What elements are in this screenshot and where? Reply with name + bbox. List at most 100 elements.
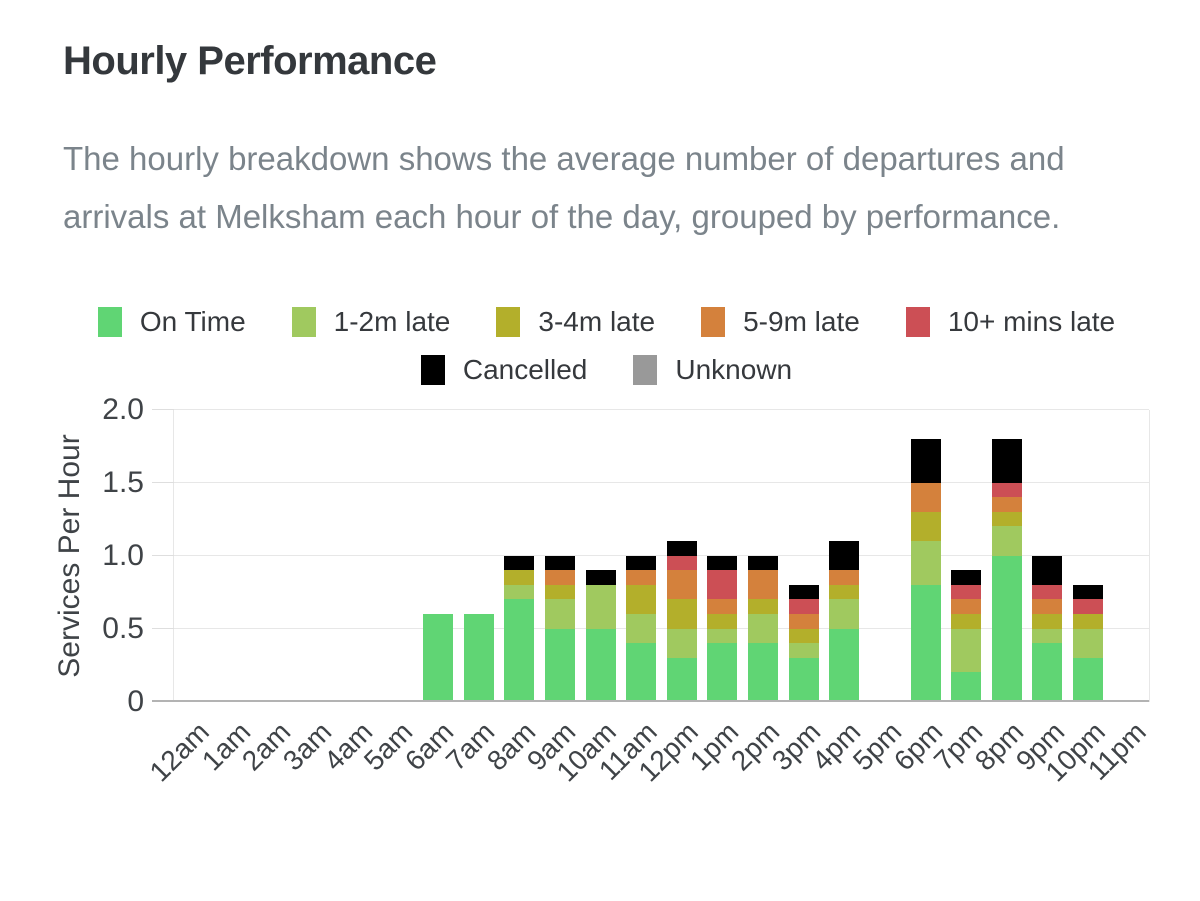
bar-segment-3pm-5-9m-late[interactable] (788, 613, 819, 629)
bar-segment-10pm-on-time[interactable] (1073, 657, 1104, 702)
bar-segment-8pm-cancelled[interactable] (991, 438, 1022, 483)
legend-item-5-9m-late[interactable]: 5-9m late (701, 306, 860, 338)
bar-segment-10pm-cancelled[interactable] (1073, 584, 1104, 600)
bar-segment-9pm-1-2m-late[interactable] (1032, 628, 1063, 644)
legend-item-3-4m-late[interactable]: 3-4m late (496, 306, 655, 338)
legend-item-unknown[interactable]: Unknown (633, 354, 792, 386)
bar-segment-10am-cancelled[interactable] (585, 570, 616, 585)
bar-segment-3pm-10-mins-late[interactable] (788, 599, 819, 614)
bar-4pm[interactable] (829, 410, 860, 702)
bar-segment-8am-on-time[interactable] (504, 599, 535, 702)
legend-item-cancelled[interactable]: Cancelled (420, 354, 587, 386)
bar-segment-3pm-3-4m-late[interactable] (788, 628, 819, 644)
bar-segment-2pm-on-time[interactable] (748, 643, 779, 702)
bar-3am[interactable] (301, 410, 331, 702)
legend-item-1-2m-late[interactable]: 1-2m late (291, 306, 450, 338)
bar-segment-10pm-1-2m-late[interactable] (1073, 628, 1104, 658)
bar-segment-1pm-on-time[interactable] (707, 643, 738, 702)
bar-segment-10am-on-time[interactable] (585, 628, 616, 702)
bar-segment-4pm-5-9m-late[interactable] (829, 570, 860, 585)
bar-segment-12pm-1-2m-late[interactable] (666, 628, 697, 658)
bar-7am[interactable] (463, 410, 494, 702)
bar-segment-8pm-5-9m-late[interactable] (991, 497, 1022, 512)
bar-9pm[interactable] (1032, 410, 1063, 702)
bar-segment-8am-1-2m-late[interactable] (504, 584, 535, 600)
bar-segment-3pm-1-2m-late[interactable] (788, 643, 819, 658)
bar-segment-8am-3-4m-late[interactable] (504, 570, 535, 585)
bar-segment-8pm-3-4m-late[interactable] (991, 511, 1022, 527)
bar-1pm[interactable] (707, 410, 738, 702)
bar-2am[interactable] (261, 410, 291, 702)
bar-segment-8am-cancelled[interactable] (504, 555, 535, 571)
bar-segment-12pm-cancelled[interactable] (666, 540, 697, 556)
bar-11am[interactable] (626, 410, 657, 702)
bar-6am[interactable] (423, 410, 454, 702)
bar-segment-7pm-cancelled[interactable] (951, 570, 982, 585)
bar-segment-4pm-1-2m-late[interactable] (829, 599, 860, 629)
bar-segment-11am-cancelled[interactable] (626, 555, 657, 571)
bar-segment-12pm-10-mins-late[interactable] (666, 555, 697, 571)
bar-segment-11am-5-9m-late[interactable] (626, 570, 657, 585)
bar-4am[interactable] (342, 410, 372, 702)
bar-segment-7pm-on-time[interactable] (951, 672, 982, 702)
bar-9am[interactable] (544, 410, 575, 702)
bar-segment-1pm-3-4m-late[interactable] (707, 613, 738, 629)
bar-segment-2pm-1-2m-late[interactable] (748, 613, 779, 644)
bar-3pm[interactable] (788, 410, 819, 702)
bar-segment-9pm-10-mins-late[interactable] (1032, 584, 1063, 600)
legend-item-10-mins-late[interactable]: 10+ mins late (905, 306, 1115, 338)
bar-segment-7am-on-time[interactable] (463, 613, 494, 702)
bar-segment-10pm-10-mins-late[interactable] (1073, 599, 1104, 614)
bar-segment-8pm-10-mins-late[interactable] (991, 482, 1022, 498)
bar-segment-9pm-on-time[interactable] (1032, 643, 1063, 702)
bar-8pm[interactable] (991, 410, 1022, 702)
bar-segment-4pm-cancelled[interactable] (829, 540, 860, 571)
bar-5am[interactable] (382, 410, 412, 702)
bar-segment-2pm-3-4m-late[interactable] (748, 599, 779, 614)
bar-segment-9pm-cancelled[interactable] (1032, 555, 1063, 585)
bar-segment-7pm-5-9m-late[interactable] (951, 599, 982, 614)
bar-segment-10pm-3-4m-late[interactable] (1073, 613, 1104, 629)
bar-segment-6pm-3-4m-late[interactable] (910, 511, 941, 541)
bar-5pm[interactable] (870, 410, 900, 702)
bar-segment-6pm-on-time[interactable] (910, 584, 941, 702)
bar-10am[interactable] (585, 410, 616, 702)
bar-segment-2pm-cancelled[interactable] (748, 555, 779, 571)
bar-segment-6am-on-time[interactable] (423, 613, 454, 702)
bar-segment-11am-1-2m-late[interactable] (626, 613, 657, 644)
bar-segment-3pm-cancelled[interactable] (788, 584, 819, 600)
bar-segment-8pm-1-2m-late[interactable] (991, 526, 1022, 556)
bar-segment-6pm-5-9m-late[interactable] (910, 482, 941, 512)
bar-segment-2pm-5-9m-late[interactable] (748, 570, 779, 600)
bar-6pm[interactable] (910, 410, 941, 702)
bar-segment-10am-1-2m-late[interactable] (585, 584, 616, 629)
bar-1am[interactable] (220, 410, 250, 702)
bar-segment-7pm-10-mins-late[interactable] (951, 584, 982, 600)
bar-10pm[interactable] (1073, 410, 1104, 702)
bar-segment-1pm-1-2m-late[interactable] (707, 628, 738, 644)
bar-12am[interactable] (179, 410, 209, 702)
bar-segment-12pm-on-time[interactable] (666, 657, 697, 702)
bar-segment-4pm-3-4m-late[interactable] (829, 584, 860, 600)
bar-segment-11am-on-time[interactable] (626, 643, 657, 702)
bar-segment-7pm-3-4m-late[interactable] (951, 613, 982, 629)
bar-segment-9am-on-time[interactable] (544, 628, 575, 702)
bar-segment-6pm-1-2m-late[interactable] (910, 540, 941, 585)
bar-11pm[interactable] (1114, 410, 1144, 702)
bar-segment-1pm-10-mins-late[interactable] (707, 570, 738, 600)
bar-segment-9am-3-4m-late[interactable] (544, 584, 575, 600)
bar-segment-12pm-3-4m-late[interactable] (666, 599, 697, 629)
bar-segment-7pm-1-2m-late[interactable] (951, 628, 982, 673)
bar-segment-1pm-5-9m-late[interactable] (707, 599, 738, 614)
bar-2pm[interactable] (748, 410, 779, 702)
bar-segment-9am-cancelled[interactable] (544, 555, 575, 571)
bar-segment-9pm-3-4m-late[interactable] (1032, 613, 1063, 629)
bar-segment-9am-5-9m-late[interactable] (544, 570, 575, 585)
bar-7pm[interactable] (951, 410, 982, 702)
bar-segment-9am-1-2m-late[interactable] (544, 599, 575, 629)
bar-segment-4pm-on-time[interactable] (829, 628, 860, 702)
bar-8am[interactable] (504, 410, 535, 702)
bar-segment-11am-3-4m-late[interactable] (626, 584, 657, 614)
bar-segment-12pm-5-9m-late[interactable] (666, 570, 697, 600)
bar-segment-8pm-on-time[interactable] (991, 555, 1022, 702)
